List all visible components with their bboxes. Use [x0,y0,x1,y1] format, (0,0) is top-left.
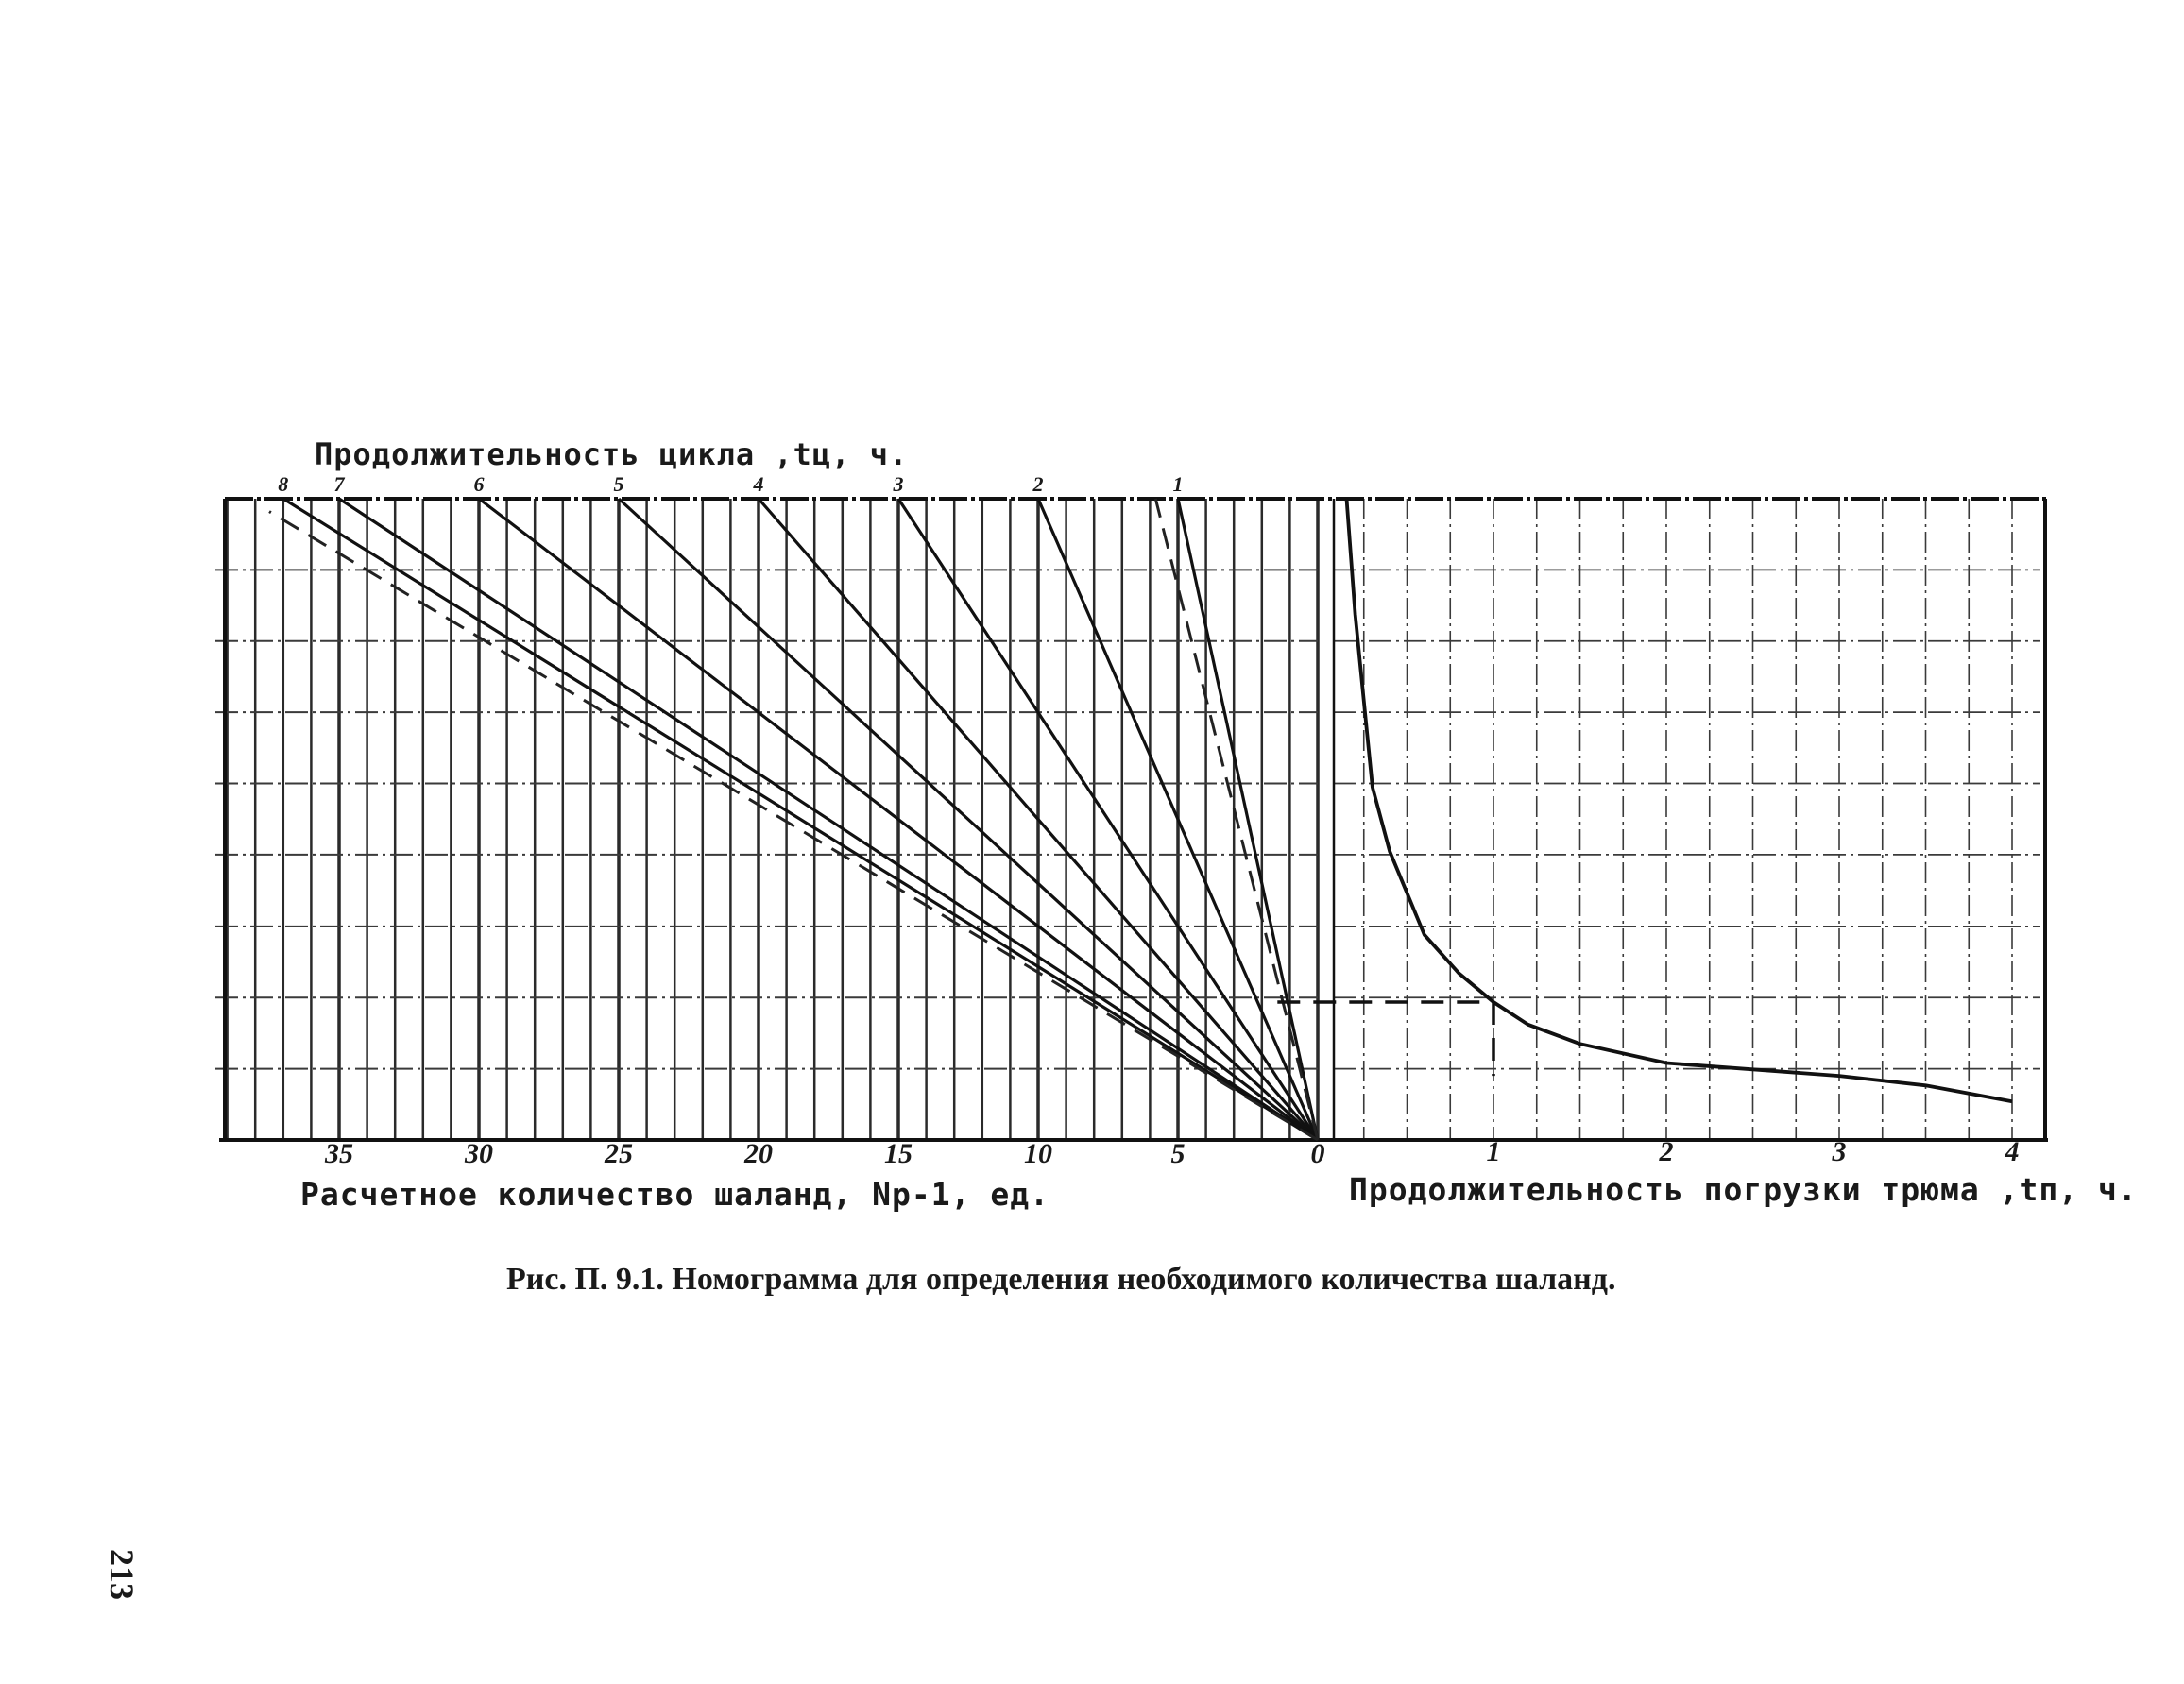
x-tick-label: 4 [2005,1136,2020,1167]
guide-dashed-line [1153,498,1320,1141]
series-label-8: 8 [278,472,289,496]
cycle-line-8 [282,497,1319,1142]
x-tick-label: 3 [1832,1136,1847,1167]
x-tick-label: 15 [884,1138,913,1169]
page-number: 213 [103,1549,141,1600]
cycle-line-5 [617,497,1320,1142]
series-label-1: 1 [1172,472,1184,496]
series-label-2: 2 [1032,472,1044,496]
x-tick-label: 25 [605,1138,633,1169]
x-tick-label: 30 [465,1138,493,1169]
guide-dashed-line [268,510,1319,1142]
grid [215,499,2040,1140]
cycle-line-1 [1176,498,1320,1141]
series-label-3: 3 [893,472,904,496]
x-tick-label: 20 [744,1138,773,1169]
series-label-7: 7 [333,472,345,496]
plot-frame [219,497,2048,1142]
loading-duration-axis-title: Продолжительность погрузки трюма ,tп, ч. [1349,1171,2138,1208]
cycle-line-6 [478,497,1319,1142]
series-lines [268,497,2013,1142]
series-label-6: 6 [473,472,485,496]
x-tick-label: 35 [325,1138,353,1169]
x-tick-label: 0 [1310,1138,1325,1169]
cycle-line-4 [757,497,1320,1142]
figure-caption: Рис. П. 9.1. Номограмма для определения … [506,1262,1616,1297]
x-tick-label: 5 [1170,1138,1186,1169]
cycle-line-3 [896,498,1320,1141]
barge-count-axis-title: Расчетное количество шаланд, Np-1, ед. [300,1176,1049,1213]
cycle-line-7 [338,497,1319,1142]
cycle-line-2 [1036,498,1320,1141]
x-tick-label: 1 [1486,1136,1501,1167]
loading-curve [1344,498,2013,1104]
x-tick-label: 10 [1024,1138,1052,1169]
cycle-duration-axis-title: Продолжительность цикла ,tц, ч. [315,436,909,472]
series-label-4: 4 [753,472,764,496]
series-label-5: 5 [613,472,624,496]
x-tick-label: 2 [1659,1136,1674,1167]
